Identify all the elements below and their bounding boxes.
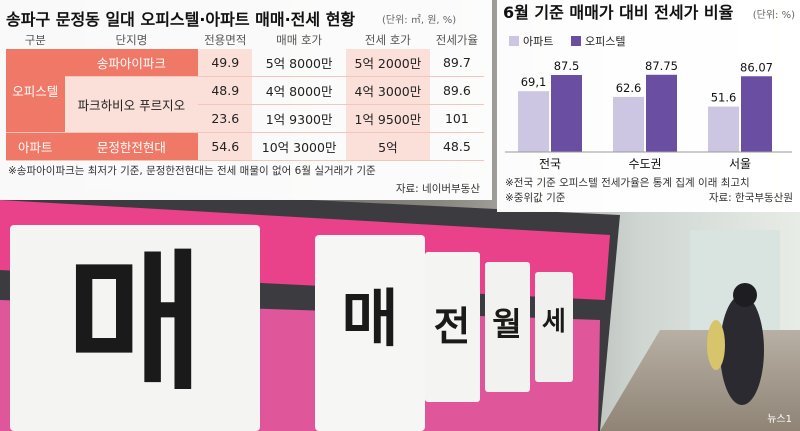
legend-swatch (509, 36, 519, 46)
complex-cell: 파크하비오 푸르지오 (64, 76, 199, 133)
x-tick-label: 서울 (729, 157, 751, 171)
data-cell: 4억 8000만 (252, 76, 346, 105)
value-label: 62.6 (616, 81, 642, 95)
chart-note: ※중위값 기준 (505, 191, 566, 204)
table-panel: 송파구 문정동 일대 오피스텔·아파트 매매·전세 현황 (단위: ㎡, 원, … (0, 0, 492, 200)
data-cell: 54.6 (198, 132, 253, 161)
sign-char: 매 (66, 237, 204, 411)
table-unit: (단위: ㎡, 원, %) (382, 15, 457, 26)
table: 구분 단지명 전용면적 매매 호가 전세 호가 전세가율 오피스텔 송파아이파크 49.9 5억 … (6, 30, 484, 161)
data-cell: 101 (429, 104, 484, 133)
value-label: 86.07 (740, 60, 773, 74)
data-cell: 48.9 (198, 76, 253, 105)
table-note: ※송파아이파크는 최저가 기준, 문정한전현대는 전세 매물이 없어 6월 실거… (8, 165, 376, 177)
header-cell: 구분 (24, 32, 46, 47)
data-cell: 1억 9300만 (252, 104, 346, 133)
bar (646, 74, 677, 152)
legend-swatch (571, 36, 581, 46)
data-cell: 89.6 (429, 76, 484, 105)
value-label: 87.5 (554, 59, 580, 73)
value-label: 87.75 (645, 59, 678, 73)
header-cell: 전세가율 (435, 32, 479, 47)
group-cell: 오피스텔 (6, 49, 65, 133)
legend-label: 아파트 (523, 35, 553, 48)
value-label: 51.6 (711, 91, 737, 105)
table-row: 23.6 1억 9300만 1억 9500만 101 (6, 104, 484, 133)
complex-cell: 송파아이파크 (64, 49, 199, 77)
header-cell: 전세 호가 (364, 32, 411, 47)
data-cell: 48.5 (429, 132, 484, 161)
table-row: 아파트 문정한전현대 54.6 10억 3000만 5억 48.5 (6, 132, 484, 161)
chart-unit: (단위: %) (753, 8, 795, 21)
x-tick-label: 수도권 (628, 157, 661, 171)
table-row: 오피스텔 송파아이파크 49.9 5억 8000만 5억 2000만 89.7 (6, 49, 484, 133)
chart-source: 자료: 한국부동산원 (709, 192, 793, 204)
data-cell: 4억 3000만 (345, 76, 430, 105)
data-cell: 5억 (345, 132, 430, 161)
data-cell: 1억 9500만 (345, 104, 430, 133)
data-cell: 23.6 (198, 104, 253, 133)
header-cell: 전용면적 (204, 32, 247, 47)
data-cell: 5억 2000만 (345, 49, 430, 77)
photo-credit: 뉴스1 (767, 413, 792, 425)
value-label: 69,1 (521, 75, 547, 89)
data-cell: 10억 3000만 (252, 132, 346, 161)
sign-char: 세 (542, 307, 566, 337)
bar (551, 75, 582, 152)
sign-char: 전 (434, 304, 471, 350)
chart-note: ※전국 기준 오피스텔 전세가율은 통계 집계 이래 최고치 (505, 177, 750, 189)
table-row: 파크하비오 푸르지오 48.9 4억 8000만 4억 3000만 89.6 (6, 76, 484, 133)
table-title: 송파구 문정동 일대 오피스텔·아파트 매매·전세 현황 (6, 10, 356, 29)
bar (613, 96, 644, 152)
sign-char: 매 (341, 282, 398, 355)
legend-label: 오피스텔 (585, 35, 625, 48)
complex-cell: 문정한전현대 (64, 132, 199, 161)
x-tick-label: 전국 (539, 157, 561, 171)
data-cell: 5억 8000만 (252, 49, 346, 77)
data-cell: 49.9 (198, 49, 253, 77)
header-cell: 매매 호가 (276, 32, 323, 47)
bar (708, 106, 739, 152)
header-cell: 단지명 (115, 32, 148, 47)
chart-title: 6월 기준 매매가 대비 전세가 비율 (503, 3, 734, 22)
sign-char: 월 (492, 305, 521, 343)
bar (741, 76, 772, 152)
group-cell: 아파트 (6, 132, 65, 161)
bar (518, 91, 549, 152)
data-cell: 89.7 (429, 49, 484, 77)
table-source: 자료: 네이버부동산 (395, 183, 480, 195)
